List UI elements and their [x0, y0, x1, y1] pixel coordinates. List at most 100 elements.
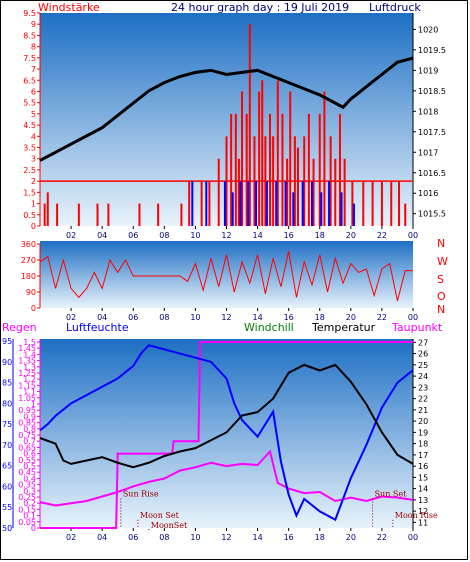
- temp-x-tick-label: 20: [346, 533, 356, 542]
- rain-tick-label: 1.5: [23, 338, 36, 347]
- wind-speed-bar: [208, 181, 211, 226]
- temp-x-tick-label: 12: [221, 533, 231, 542]
- pressure-tick-label: 1016.5: [418, 169, 446, 178]
- wind-speed-bar: [258, 91, 261, 226]
- wind-tick-label: 0: [31, 222, 36, 231]
- wind-speed-bar: [312, 158, 315, 226]
- direction-x-tick-label: 02: [66, 313, 76, 322]
- wind-tick-label: 7.5: [23, 54, 36, 63]
- wind-gust-bar: [247, 181, 250, 226]
- wind-tick-label: 1.5: [23, 188, 36, 197]
- wind-speed-bar: [225, 136, 228, 226]
- wind-tick-label: 3: [31, 155, 36, 164]
- temp-tick-label: 15: [418, 473, 428, 482]
- wind-speed-bar: [200, 181, 203, 226]
- humidity-tick-label: 75: [2, 420, 12, 429]
- direction-x-tick-label: 20: [346, 313, 356, 322]
- direction-tick-label: 270: [21, 256, 36, 265]
- wind-speed-bar: [323, 91, 326, 226]
- temp-x-tick-label: 18: [315, 533, 325, 542]
- direction-tick-label: 180: [21, 272, 36, 281]
- rain-tick-label: 0.55: [18, 456, 36, 465]
- pressure-tick-label: 1019: [418, 66, 438, 75]
- wind-x-tick-label: 10: [190, 231, 200, 240]
- wind-speed-bar: [398, 181, 401, 226]
- wind-speed-bar: [380, 181, 383, 226]
- pressure-line: [39, 56, 414, 162]
- rain-tick-label: 0.25: [18, 493, 36, 502]
- rain-tick-label: 0.6: [23, 450, 36, 459]
- pressure-tick-label: 1017.5: [418, 128, 446, 137]
- temp-x-tick-label: 02: [66, 533, 76, 542]
- wind-gust-bar: [310, 181, 313, 226]
- wind-tick-label: 5: [31, 110, 36, 119]
- astro-annotation: Sun Rise: [123, 490, 159, 499]
- temp-tick-label: 21: [418, 406, 428, 415]
- astro-annotation: MoonSet: [151, 521, 188, 530]
- wind-gust-bar: [239, 181, 242, 226]
- compass-label: O: [437, 290, 446, 303]
- wind-gust-bar: [292, 192, 295, 226]
- compass-label: N: [437, 303, 445, 316]
- wind-speed-bar: [351, 181, 354, 226]
- wind-tick-label: 9.5: [23, 9, 36, 18]
- rain-tick-label: 1.15: [18, 381, 36, 390]
- wind-speed-bar: [334, 158, 337, 226]
- wind-tick-label: 9: [31, 20, 36, 29]
- wind-x-tick-label: 08: [159, 231, 169, 240]
- wind-gust-bar: [205, 181, 208, 226]
- wind-x-tick-label: 20: [346, 231, 356, 240]
- wind-tick-label: 2.5: [23, 166, 36, 175]
- humidity-tick-label: 80: [2, 399, 12, 408]
- rain-tick-label: 1.1: [23, 388, 36, 397]
- humidity-tick-label: 85: [2, 379, 12, 388]
- temp-x-tick-label: 14: [252, 533, 262, 542]
- direction-x-tick-label: 06: [128, 313, 138, 322]
- wind-speed-bar: [318, 113, 321, 226]
- wind-speed-bar: [286, 158, 289, 226]
- temp-tick-label: 22: [418, 395, 428, 404]
- wind-tick-label: 7: [31, 65, 36, 74]
- wind-gust-bar: [223, 181, 226, 226]
- wind-speed-bar: [180, 203, 183, 226]
- wind-speed-bar: [234, 113, 237, 226]
- rain-tick-label: 0.85: [18, 419, 36, 428]
- wind-speed-bar: [261, 80, 264, 227]
- rain-tick-label: 0.35: [18, 481, 36, 490]
- wind-speed-bar: [138, 203, 141, 226]
- wind-gust-bar: [284, 181, 287, 226]
- wind-speed-bar: [188, 181, 191, 226]
- humidity-tick-label: 65: [2, 462, 12, 471]
- pressure-tick-label: 1016: [418, 189, 438, 198]
- wind-x-tick-label: 00: [408, 231, 418, 240]
- wind-gust-bar: [352, 203, 355, 226]
- wind-speed-bar: [289, 91, 292, 226]
- wind-speed-bar: [329, 136, 332, 226]
- rain-tick-label: 0.9: [23, 412, 36, 421]
- wind-x-tick-label: 14: [252, 231, 262, 240]
- wind-tick-label: 8: [31, 43, 36, 52]
- pressure-tick-label: 1017: [418, 148, 438, 157]
- pressure-tick-label: 1018.5: [418, 87, 446, 96]
- temp-tick-label: 18: [418, 440, 428, 449]
- compass-label: N: [437, 237, 445, 250]
- direction-x-tick-label: 16: [284, 313, 294, 322]
- temp-tick-label: 17: [418, 451, 428, 460]
- wind-speed-bar: [43, 203, 46, 226]
- wind-speed-bar: [276, 80, 279, 227]
- wind-tick-label: 8.5: [23, 31, 36, 40]
- wind-x-tick-label: 12: [221, 231, 231, 240]
- wind-gust-bar: [340, 192, 343, 226]
- wind-speed-bar: [230, 113, 233, 226]
- wind-tick-label: 1: [31, 200, 36, 209]
- direction-x-tick-label: 22: [377, 313, 387, 322]
- direction-tick-label: 90: [26, 288, 36, 297]
- humidity-tick-label: 55: [2, 503, 12, 512]
- wind-speed-bar: [281, 113, 284, 226]
- temp-x-tick-label: 06: [128, 533, 138, 542]
- rain-tick-label: 0.45: [18, 468, 36, 477]
- wind-speed-bar: [264, 136, 267, 226]
- rain-tick-label: 1.45: [18, 344, 36, 353]
- wind-gust-bar: [320, 192, 323, 226]
